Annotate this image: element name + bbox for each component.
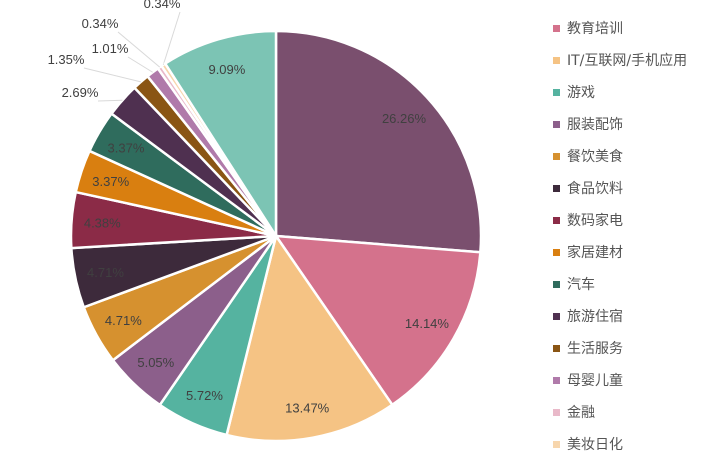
legend-swatch bbox=[553, 152, 560, 160]
data-label: 1.35% bbox=[48, 52, 85, 67]
legend-label: 游戏 bbox=[567, 85, 595, 101]
legend-label: 汽车 bbox=[567, 277, 595, 293]
leader-line bbox=[117, 31, 161, 68]
data-label: 5.72% bbox=[186, 388, 223, 403]
legend-swatch bbox=[553, 280, 560, 288]
data-label: 0.34% bbox=[82, 16, 119, 31]
legend-item: 生活服务 bbox=[553, 332, 687, 364]
legend-label: 生活服务 bbox=[567, 341, 623, 357]
legend-label: 美妆日化 bbox=[567, 437, 623, 453]
pie-chart: 26.26% 14.14% 13.47% 5.72% 5.05% 4.71% 4.71% 4.… bbox=[48, 0, 483, 441]
legend-swatch bbox=[553, 24, 560, 32]
leader-line bbox=[127, 56, 153, 73]
legend-label: 母婴儿童 bbox=[567, 373, 623, 389]
data-label: 4.71% bbox=[105, 313, 142, 328]
legend-label: 教育培训 bbox=[567, 21, 623, 37]
data-label: 4.38% bbox=[84, 215, 121, 230]
legend-item: 游戏 bbox=[553, 76, 687, 108]
legend-item: 旅游住宿 bbox=[553, 300, 687, 332]
data-label: 13.47% bbox=[285, 400, 330, 415]
legend-label: 金融 bbox=[567, 405, 595, 421]
data-label: 5.05% bbox=[137, 355, 174, 370]
legend-label: 家居建材 bbox=[567, 245, 623, 261]
leader-line bbox=[162, 11, 181, 65]
legend-item: 家居建材 bbox=[553, 236, 687, 268]
legend-swatch bbox=[553, 88, 560, 96]
legend-item: 金融 bbox=[553, 396, 687, 428]
legend-label: 食品饮料 bbox=[567, 181, 623, 197]
legend-label: 服装配饰 bbox=[567, 117, 623, 133]
legend-swatch bbox=[553, 408, 560, 416]
legend-label: 数码家电 bbox=[567, 213, 623, 229]
legend-swatch bbox=[553, 376, 560, 384]
legend-swatch bbox=[553, 184, 560, 192]
legend-item: 母婴儿童 bbox=[553, 364, 687, 396]
legend-swatch bbox=[553, 216, 560, 224]
data-label: 9.09% bbox=[208, 62, 245, 77]
legend-item: 餐饮美食 bbox=[553, 140, 687, 172]
data-label: 14.14% bbox=[405, 316, 450, 331]
legend-swatch bbox=[553, 120, 560, 128]
legend-swatch bbox=[553, 344, 560, 352]
legend-swatch bbox=[553, 56, 560, 64]
legend-item: 服装配饰 bbox=[553, 108, 687, 140]
legend-swatch bbox=[553, 248, 560, 256]
legend-label: IT/互联网/手机应用 bbox=[567, 53, 688, 69]
legend: 教育培训 IT/互联网/手机应用 游戏服装配饰餐饮美食食品饮料数码家电家居建材汽车旅… bbox=[553, 12, 687, 460]
legend-label: 餐饮美食 bbox=[567, 149, 623, 165]
leader-line bbox=[97, 99, 123, 102]
data-label: 26.26% bbox=[382, 111, 427, 126]
legend-item: 教育培训 bbox=[553, 12, 687, 44]
data-label: 1.01% bbox=[92, 41, 129, 56]
legend-item: 数码家电 bbox=[553, 204, 687, 236]
data-label: 3.37% bbox=[108, 140, 145, 155]
data-label: 3.37% bbox=[92, 174, 129, 189]
legend-label: 旅游住宿 bbox=[567, 309, 623, 325]
legend-item: IT/互联网/手机应用 bbox=[553, 44, 687, 76]
pie-slice bbox=[274, 29, 483, 254]
data-label: 4.71% bbox=[87, 265, 124, 280]
pie-slice bbox=[163, 29, 278, 241]
legend-swatch bbox=[553, 312, 560, 320]
pie-slice bbox=[273, 234, 482, 407]
data-label: 2.69% bbox=[62, 85, 99, 100]
legend-item: 汽车 bbox=[553, 268, 687, 300]
data-label: 0.34% bbox=[144, 0, 181, 11]
legend-swatch bbox=[553, 440, 560, 448]
legend-item: 食品饮料 bbox=[553, 172, 687, 204]
leader-line bbox=[83, 67, 141, 83]
legend-item: 美妆日化 bbox=[553, 428, 687, 460]
pie-slice bbox=[225, 233, 395, 441]
